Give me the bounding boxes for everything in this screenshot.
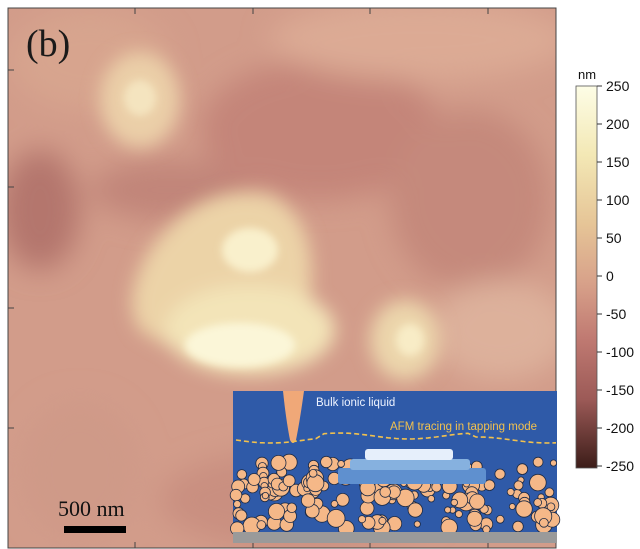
particle bbox=[512, 520, 524, 533]
particle bbox=[235, 509, 248, 522]
particle bbox=[550, 459, 558, 467]
particle bbox=[413, 520, 421, 528]
particle bbox=[247, 473, 261, 486]
particle bbox=[379, 486, 391, 498]
particle bbox=[454, 510, 463, 518]
inset-label-tracing: AFM tracing in tapping mode bbox=[390, 421, 538, 433]
particle bbox=[359, 500, 375, 516]
particle bbox=[320, 455, 333, 469]
particle bbox=[506, 488, 515, 496]
particle bbox=[529, 473, 547, 492]
colorbar-tick-label: 200 bbox=[606, 116, 630, 132]
particle bbox=[469, 493, 486, 510]
particle bbox=[513, 480, 524, 491]
particle bbox=[407, 502, 423, 518]
particle bbox=[533, 498, 542, 507]
inset-schematic bbox=[229, 391, 561, 543]
colorbar-tick-label: 150 bbox=[606, 154, 630, 170]
flake-middle bbox=[350, 459, 470, 470]
particle bbox=[357, 515, 366, 524]
particle bbox=[427, 495, 435, 503]
colorbar-tick-label: -100 bbox=[606, 344, 635, 360]
inset-label-bulk: Bulk ionic liquid bbox=[316, 397, 396, 409]
particle bbox=[335, 492, 350, 507]
colorbar-tick-label: 100 bbox=[606, 192, 630, 208]
colorbar-tick-label: -150 bbox=[606, 382, 635, 398]
particle bbox=[483, 479, 496, 491]
colorbar-tick-label: 250 bbox=[606, 78, 630, 94]
particle bbox=[539, 517, 549, 528]
particle bbox=[300, 493, 316, 508]
particle bbox=[326, 509, 346, 528]
particle bbox=[450, 498, 458, 507]
scale-bar-label: 500 nm bbox=[58, 496, 125, 521]
particle bbox=[546, 502, 556, 512]
afm-trace-line bbox=[235, 432, 557, 444]
particle bbox=[256, 520, 267, 530]
particle bbox=[233, 500, 242, 509]
particle bbox=[286, 502, 298, 514]
particle bbox=[330, 500, 339, 508]
particle bbox=[482, 525, 491, 534]
colorbar-tick-label: 0 bbox=[606, 268, 614, 284]
particle bbox=[270, 454, 287, 471]
scale-bar bbox=[64, 526, 126, 533]
particle bbox=[515, 500, 533, 518]
particle bbox=[444, 506, 452, 514]
particle bbox=[229, 488, 243, 502]
substrate bbox=[233, 532, 557, 543]
particle bbox=[516, 463, 529, 475]
afm-tip bbox=[283, 391, 304, 443]
colorbar-tick-label: -250 bbox=[606, 458, 635, 474]
flake-top bbox=[365, 449, 453, 460]
colorbar-tick-label: -200 bbox=[606, 420, 635, 436]
colorbar-tick-label: 50 bbox=[606, 230, 622, 246]
colorbar-ticks bbox=[597, 85, 602, 467]
particle bbox=[261, 491, 269, 500]
particle bbox=[236, 469, 248, 480]
particle bbox=[494, 468, 506, 480]
panel-label: (b) bbox=[26, 23, 71, 65]
particle bbox=[378, 516, 387, 525]
particle bbox=[532, 456, 544, 468]
particle bbox=[267, 502, 285, 520]
particle bbox=[308, 468, 318, 478]
particle bbox=[495, 514, 505, 524]
particle bbox=[337, 460, 345, 468]
colorbar-unit: nm bbox=[578, 67, 597, 82]
colorbar bbox=[575, 85, 598, 469]
map-frame bbox=[7, 7, 557, 549]
colorbar-tick-label: -50 bbox=[606, 306, 627, 322]
particle bbox=[466, 510, 483, 527]
particle bbox=[508, 503, 516, 510]
flake-bottom bbox=[338, 468, 486, 484]
particle bbox=[282, 474, 296, 488]
particle bbox=[544, 487, 555, 498]
particle bbox=[306, 474, 325, 493]
